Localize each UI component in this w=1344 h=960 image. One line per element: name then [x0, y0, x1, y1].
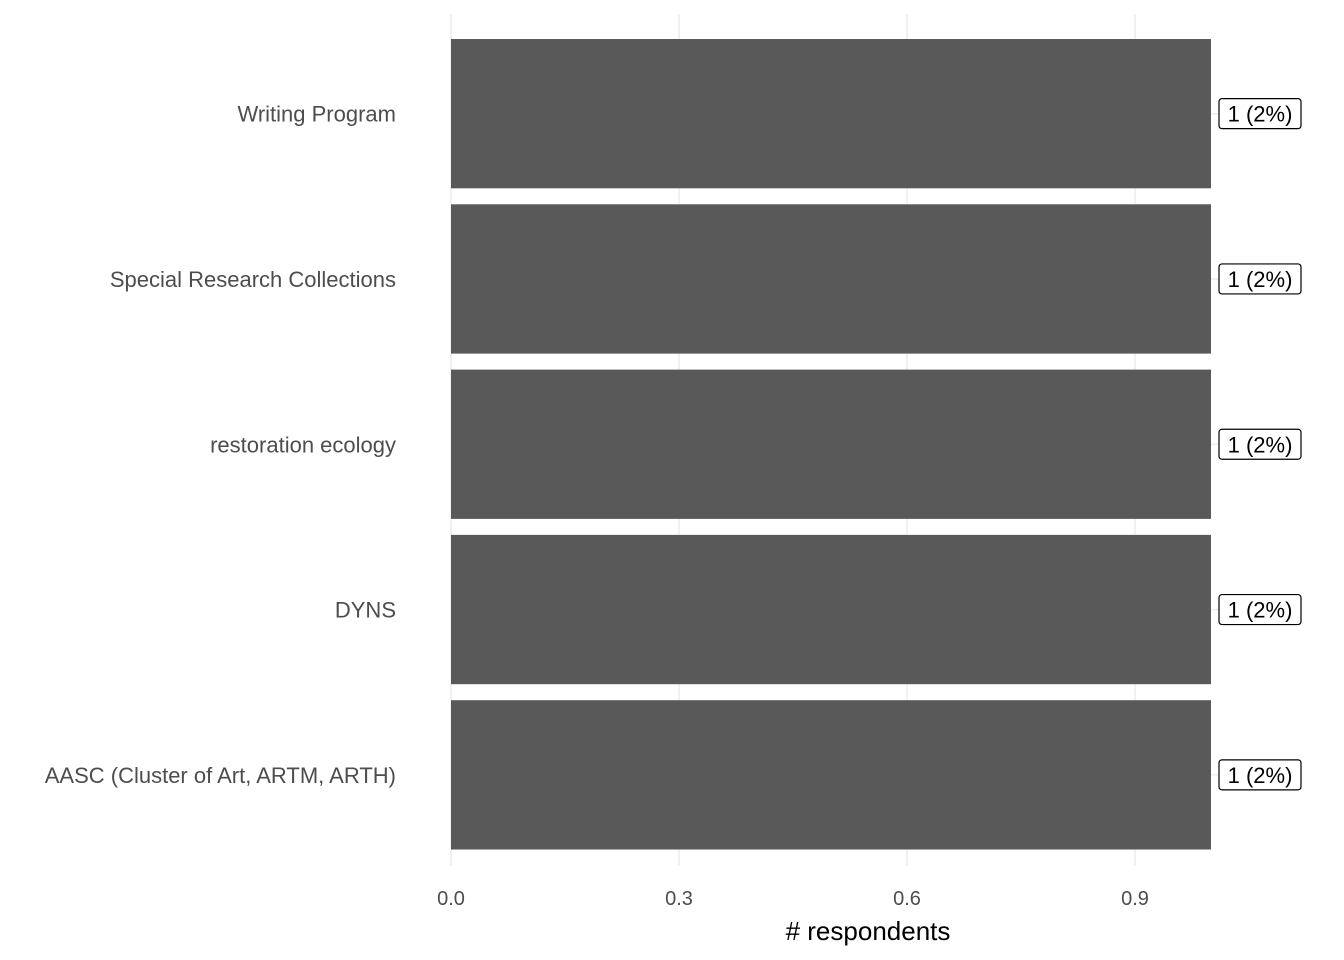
data-label-box — [1218, 759, 1302, 791]
x-tick-label: 0.3 — [665, 888, 693, 910]
data-label-box — [1218, 98, 1302, 130]
bar — [451, 204, 1211, 354]
category-label: restoration ecology — [210, 432, 396, 457]
x-tick-labels: 0.0 0.3 0.6 0.9 — [437, 888, 1149, 910]
category-labels: Writing Program Special Research Collecti… — [45, 102, 396, 788]
bar — [451, 534, 1211, 685]
x-tick-label: 0.6 — [893, 888, 921, 910]
category-label: DYNS — [335, 598, 396, 623]
bar — [451, 369, 1211, 519]
data-label-box — [1218, 263, 1302, 295]
data-labels: 1 (2%) 1 (2%) 1 (2%) 1 (2%) 1 (2%) — [1218, 98, 1302, 791]
category-label: Writing Program — [237, 102, 396, 127]
bar — [451, 700, 1211, 850]
category-label: Special Research Collections — [110, 267, 396, 292]
x-tick-label: 0.9 — [1121, 888, 1149, 910]
bar — [451, 39, 1211, 189]
x-tick-label: 0.0 — [437, 888, 465, 910]
x-axis-title: # respondents — [786, 916, 951, 946]
data-label: 1 (2%) — [1228, 432, 1293, 457]
data-label: 1 (2%) — [1228, 267, 1293, 292]
bars — [451, 39, 1211, 850]
data-label: 1 (2%) — [1228, 598, 1293, 623]
data-label-box — [1218, 428, 1302, 460]
data-label-box — [1218, 593, 1302, 626]
data-label: 1 (2%) — [1228, 763, 1293, 788]
category-label: AASC (Cluster of Art, ARTM, ARTH) — [45, 763, 396, 788]
data-label: 1 (2%) — [1228, 102, 1293, 127]
